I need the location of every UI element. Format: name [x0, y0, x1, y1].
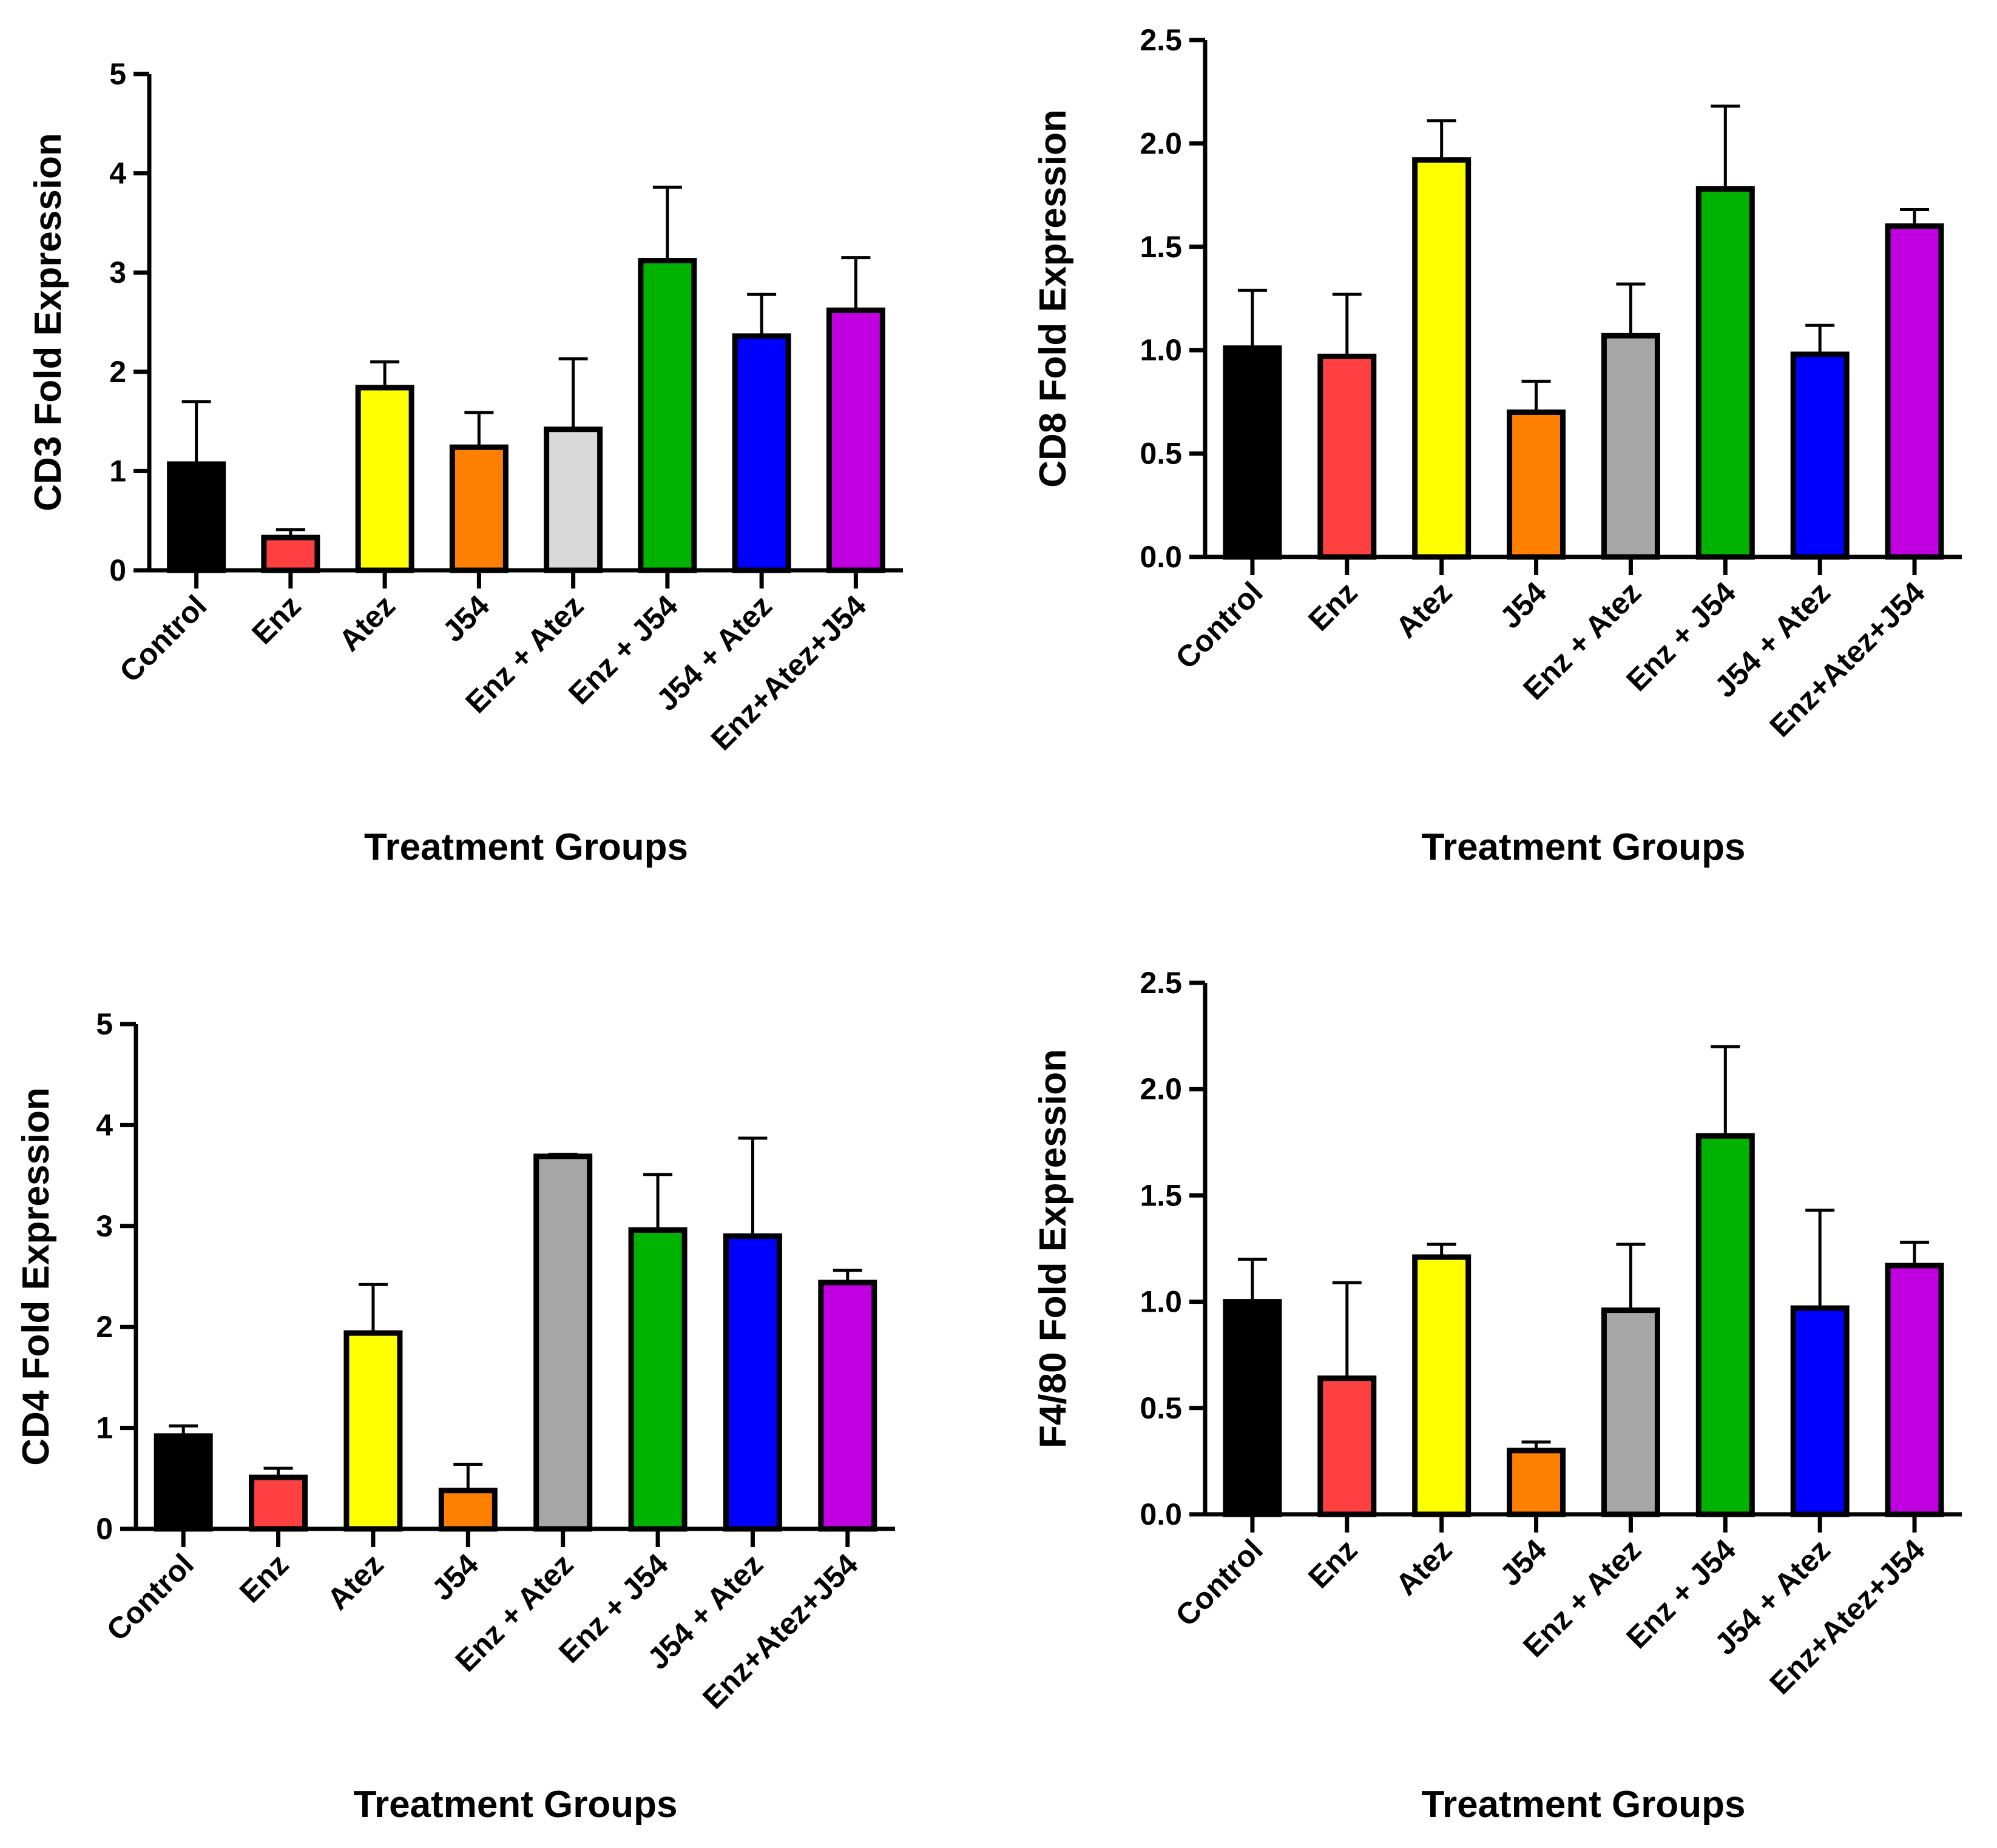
y-axis-label: CD8 Fold Expression: [1032, 109, 1074, 488]
chart-panel-cd3: 0 1 2 3 4 5 CD3 Fold Expression Treatment Group…: [27, 57, 903, 868]
x-tick-label: Enz: [1302, 1533, 1363, 1594]
x-axis-label: Treatment Groups: [1422, 1784, 1746, 1826]
bar: [249, 1474, 308, 1532]
chart-panel-cd8: 0.0 0.5 1.0 1.5 2.0 2.5 CD8 Fold Expression Tre…: [1032, 23, 1962, 868]
bar: [261, 535, 320, 573]
chart-panel-cd4: 0 1 2 3 4 5 CD4 Fold Expression Treatment Group…: [15, 1007, 895, 1826]
bar: [1601, 1307, 1660, 1517]
bar: [154, 1433, 213, 1532]
y-tick-label: 2.0: [1140, 126, 1182, 160]
bar: [1695, 186, 1755, 560]
bar: [1507, 409, 1566, 560]
y-tick-label: 1.0: [1140, 1285, 1182, 1319]
y-tick-label: 1: [96, 1411, 113, 1445]
bar: [1885, 223, 1944, 560]
y-tick-label: 0.5: [1140, 437, 1182, 471]
y-tick-label: 0: [96, 1512, 113, 1546]
y-tick-label: 0.0: [1140, 540, 1182, 574]
x-tick-label: Control: [1169, 1533, 1269, 1633]
bar: [1412, 1254, 1472, 1517]
x-tick-label: Control: [100, 1547, 200, 1647]
bar: [449, 444, 509, 573]
bar: [167, 461, 226, 573]
x-tick-label: Enz: [233, 1547, 295, 1609]
y-tick-label: 2.5: [1140, 23, 1182, 57]
bar: [1885, 1263, 1944, 1517]
x-tick-label: J54: [436, 588, 496, 649]
bar: [1223, 345, 1282, 560]
x-tick-label: Atez: [1389, 575, 1458, 644]
x-tick-label: J54: [1493, 1533, 1553, 1593]
x-axis-label: Treatment Groups: [1422, 826, 1746, 868]
x-axis-label: Treatment Groups: [364, 826, 688, 868]
y-tick-label: 3: [109, 255, 126, 289]
y-axis-label: F4/80 Fold Expression: [1032, 1049, 1074, 1448]
x-tick-label: J54: [425, 1547, 485, 1607]
bar: [638, 258, 697, 573]
y-tick-label: 1.5: [1140, 230, 1182, 264]
bar: [1317, 1375, 1377, 1517]
y-tick-label: 3: [96, 1209, 113, 1243]
y-tick-label: 1: [109, 454, 126, 488]
y-axis-label: CD4 Fold Expression: [15, 1087, 57, 1466]
bar: [1412, 157, 1472, 560]
x-axis-label: Treatment Groups: [354, 1784, 678, 1826]
x-tick-label: Control: [113, 588, 213, 689]
bar: [533, 1153, 593, 1532]
y-tick-label: 4: [96, 1108, 113, 1142]
bar: [818, 1280, 877, 1532]
bar: [628, 1227, 688, 1532]
bar: [1695, 1133, 1755, 1517]
y-tick-label: 1.0: [1140, 333, 1182, 367]
y-tick-label: 1.5: [1140, 1178, 1182, 1212]
y-tick-label: 5: [96, 1007, 113, 1041]
bar: [1223, 1299, 1282, 1517]
y-tick-label: 4: [109, 157, 126, 191]
y-tick-label: 2.0: [1140, 1072, 1182, 1106]
bar: [438, 1488, 498, 1532]
x-tick-label: Enz: [245, 588, 307, 650]
bar: [1507, 1448, 1566, 1517]
y-axis-label: CD3 Fold Expression: [27, 133, 69, 511]
chart-panel-f480: 0.0 0.5 1.0 1.5 2.0 2.5 F4/80 Fold Expression T…: [1032, 966, 1962, 1826]
y-tick-label: 0.0: [1140, 1497, 1182, 1531]
bar: [1790, 1305, 1850, 1517]
x-tick-label: Enz: [1302, 575, 1363, 637]
x-tick-label: J54: [1493, 575, 1553, 635]
y-tick-label: 5: [109, 57, 126, 91]
bar: [343, 1330, 403, 1532]
x-tick-label: Atez: [333, 588, 402, 658]
x-tick-label: Atez: [1389, 1533, 1458, 1602]
bar: [826, 307, 885, 573]
bar: [355, 385, 414, 573]
y-tick-label: 2.5: [1140, 966, 1182, 1000]
bar: [723, 1233, 782, 1532]
y-tick-label: 0: [109, 553, 126, 587]
bar: [1317, 353, 1377, 560]
bar: [1601, 332, 1660, 560]
y-tick-label: 2: [96, 1310, 113, 1344]
y-tick-label: 0.5: [1140, 1391, 1182, 1425]
bar: [1790, 351, 1850, 560]
y-tick-label: 2: [109, 355, 126, 389]
x-tick-label: Atez: [320, 1547, 390, 1616]
bar: [732, 333, 791, 573]
x-tick-label: Control: [1169, 575, 1269, 675]
bar: [544, 427, 603, 573]
